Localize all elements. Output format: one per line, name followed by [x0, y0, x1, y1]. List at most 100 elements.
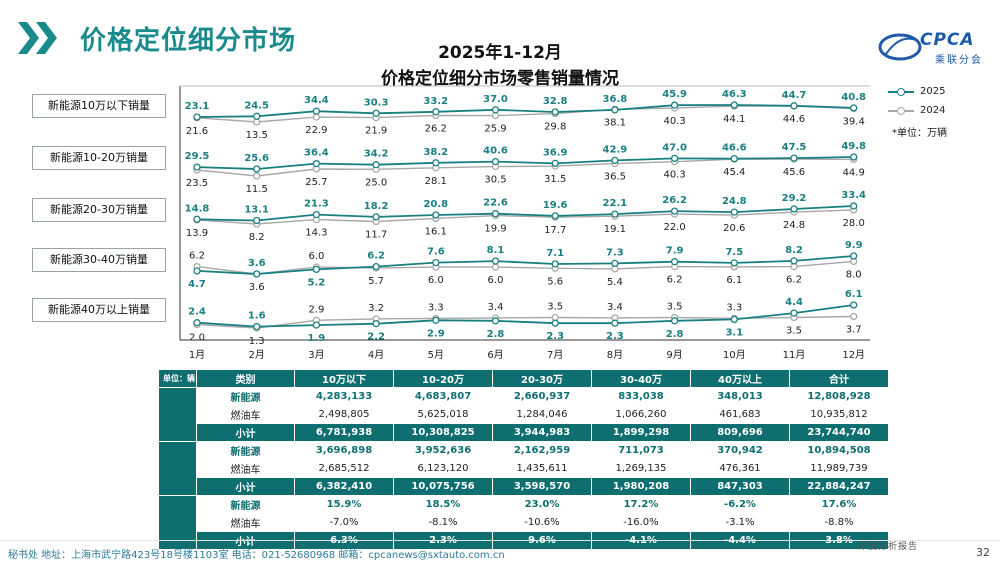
data-label-2025: 7.9: [666, 246, 684, 257]
data-point-2025: [432, 211, 440, 219]
data-point-2025: [193, 267, 201, 275]
data-point-2025: [730, 315, 738, 324]
data-point-2025: [551, 319, 559, 327]
data-label-2025: 5.2: [308, 277, 326, 288]
data-label-2024: 3.3: [726, 302, 742, 313]
data-point-2025: [790, 309, 798, 317]
data-point-2025: [611, 259, 619, 268]
legend-marker-2025: [888, 87, 914, 96]
data-label-2025: 37.0: [483, 94, 508, 105]
data-label-2025: 2.3: [606, 331, 624, 342]
footer-contact: 秘书处 地址：上海市武宁路423号18号楼1103室 电话：021-526809…: [8, 550, 505, 561]
table-cell: 847,303: [690, 477, 790, 496]
data-label-2025: 1.6: [248, 311, 266, 322]
table-group-label: 累计同比: [158, 495, 197, 550]
data-point-2025: [432, 159, 440, 167]
table-cell: 10,894,508: [789, 441, 889, 460]
x-tick-label: 6月: [487, 349, 503, 361]
data-label-2025: 34.2: [364, 149, 389, 160]
data-label-2024: 11.7: [365, 230, 387, 241]
x-tick-label: 10月: [723, 349, 746, 361]
data-label-2024: 6.2: [786, 275, 802, 286]
data-label-2024: 28.0: [843, 218, 865, 229]
table-cell: 1,284,046: [492, 405, 592, 424]
table-row-label: 新能源: [196, 441, 295, 460]
data-label-2025: 29.5: [185, 151, 210, 162]
table-cell: -8.8%: [789, 513, 889, 532]
data-label-2024: 22.9: [305, 125, 327, 136]
data-label-2024: 44.1: [723, 114, 745, 125]
data-point-2025: [611, 156, 619, 165]
data-label-2025: 36.9: [543, 147, 568, 158]
data-point-2025: [312, 321, 321, 329]
line-chart: 1月 2月 3月 4月 5月 6月 7月 8月 9月 10月 11月 12月 21.6 13.5 22.9 2…: [179, 85, 870, 361]
table-cell: 2,498,805: [294, 405, 394, 424]
x-tick-label: 9月: [666, 349, 682, 361]
data-point-2025: [312, 265, 321, 274]
data-label-2024: 25.9: [484, 124, 506, 135]
data-label-2025: 4.7: [188, 279, 206, 290]
table-cell: 461,683: [690, 405, 790, 424]
data-label-2024: 3.5: [547, 302, 563, 313]
table-cell: 22,884,247: [789, 477, 889, 496]
data-point-2025: [372, 213, 380, 221]
data-point-2025: [432, 316, 440, 324]
data-label-2024: 2.0: [189, 333, 205, 344]
data-label-2025: 49.8: [841, 141, 866, 152]
data-label-2024: 14.3: [305, 228, 327, 239]
data-label-2024: 3.5: [667, 302, 683, 313]
data-label-2024: 26.2: [425, 123, 447, 134]
table-cell: 711,073: [591, 441, 691, 460]
table-row: 燃油车 2,498,805 5,625,018 1,284,046 1,066,260 4…: [159, 405, 889, 424]
table-header-cell: 合计: [789, 369, 889, 388]
legend-marker-2024: [888, 106, 914, 115]
data-label-2024: 44.9: [843, 167, 865, 178]
data-label-2024: 45.4: [723, 167, 745, 178]
x-tick-label: 5月: [428, 349, 444, 361]
data-label-2024: 22.0: [663, 222, 685, 233]
data-label-2025: 7.1: [546, 248, 564, 259]
data-point-2025: [432, 258, 440, 267]
data-point-2025: [670, 154, 679, 163]
data-label-2024: 6.0: [488, 275, 504, 286]
data-point-2025: [253, 270, 261, 278]
x-tick-label: 12月: [842, 349, 865, 361]
data-point-2025: [670, 101, 679, 109]
data-label-2024: 40.3: [663, 170, 685, 181]
footer-divider: [0, 540, 1000, 541]
panel-label-1: 新能源10万以下销量: [32, 94, 166, 118]
unit-note: *单位：万辆: [892, 128, 947, 139]
data-label-2025: 7.6: [427, 247, 445, 258]
x-tick-label: 2月: [249, 349, 265, 361]
data-label-2024: 19.9: [484, 224, 506, 235]
table-cell: 476,361: [690, 459, 790, 478]
data-label-2024: 3.3: [428, 302, 444, 313]
data-label-2025: 46.3: [722, 89, 747, 100]
data-point-2025: [850, 202, 858, 210]
data-label-2024: 39.4: [843, 117, 865, 128]
table-cell: 1,269,135: [591, 459, 691, 478]
logo-subtext: 乘联分会: [935, 55, 983, 66]
table-cell: 5,625,018: [393, 405, 493, 424]
legend: 2025 2024: [888, 82, 945, 120]
chart-title-line1: 2025年1-12月: [438, 43, 562, 63]
data-point-2025: [253, 216, 261, 225]
table-row: 小计 6,781,938 10,308,825 3,944,983 1,899,298 8…: [159, 423, 889, 442]
table-row-label: 燃油车: [196, 513, 295, 532]
table-header-cell: 类别: [196, 369, 295, 388]
data-label-2025: 38.2: [423, 147, 448, 158]
table-cell: 370,942: [690, 441, 790, 460]
table-cell: 6,382,410: [294, 477, 394, 496]
data-label-2025: 47.5: [782, 142, 807, 153]
x-tick-label: 8月: [607, 349, 623, 361]
table-cell: 15.9%: [294, 495, 394, 514]
table-header-row: 单位：辆 类别 10万以下 10-20万 20-30万 30-40万 40万以上…: [158, 369, 889, 388]
data-label-2024: 38.1: [604, 117, 626, 128]
data-label-2024: 5.7: [368, 276, 384, 287]
x-tick-label: 11月: [783, 349, 806, 361]
data-label-2025: 23.1: [185, 101, 210, 112]
data-point-2025: [730, 259, 738, 267]
logo-text: CPCA: [920, 30, 975, 50]
data-label-2024: 23.5: [186, 178, 208, 189]
table-group-label: 同期累计: [158, 441, 197, 496]
